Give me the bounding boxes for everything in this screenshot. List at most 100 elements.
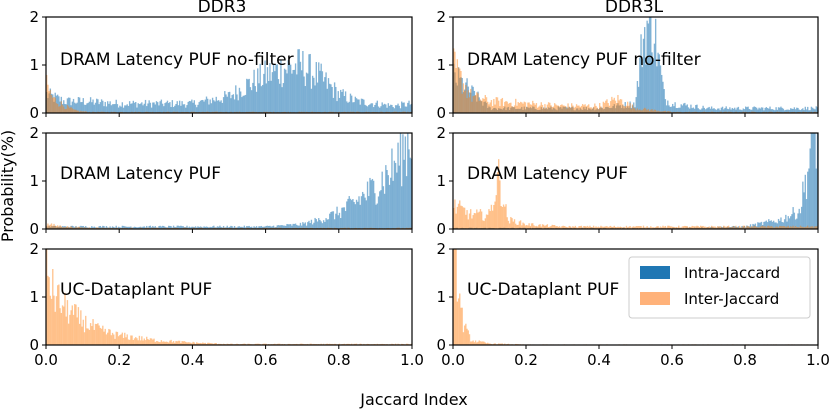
bar [97,227,99,229]
bar [555,109,557,113]
bar [599,103,601,113]
bar [171,100,174,113]
bar [290,64,292,113]
bar [126,226,128,229]
bar [172,227,175,229]
bar [128,339,131,345]
bar [46,225,48,229]
bar [650,109,652,113]
bar [502,105,505,113]
bar [652,110,654,113]
bar [188,342,191,345]
bar [242,227,244,229]
bar [460,77,462,113]
bar [144,99,147,113]
bar [581,227,584,229]
bar [787,111,789,113]
bar [121,225,124,229]
bar [131,227,133,229]
bar [479,341,482,345]
bar [607,103,609,113]
bar [81,326,83,345]
bar [296,224,298,229]
bar [86,227,88,229]
bar [94,102,97,113]
bar [271,72,274,113]
bar [65,104,67,113]
bar [338,343,341,345]
bar [809,226,811,229]
bar [558,226,561,229]
bar [310,219,313,229]
bar [89,227,92,229]
bar [331,86,333,113]
bar [459,77,461,113]
bar [338,97,341,113]
bar [689,227,691,229]
bar [47,84,49,113]
bar [664,225,667,229]
series-intra-jaccard [453,17,819,113]
bar [533,103,535,113]
bar [61,103,64,113]
bar [579,108,581,113]
bar [506,217,508,229]
bar [636,81,639,113]
bar [48,277,50,345]
bar [285,225,287,229]
bar [77,110,80,113]
bar [498,159,500,229]
bar [759,226,761,229]
bar [601,108,603,113]
bar [401,186,403,229]
bar [532,100,534,113]
bar [646,110,648,113]
bar [333,82,336,113]
bar [202,342,204,345]
bar [203,226,205,229]
bar [803,227,805,229]
bar [611,96,613,113]
bar [545,107,547,113]
bar [157,227,159,229]
bar [672,103,674,113]
bar [665,111,668,113]
bar [644,27,646,113]
bar [813,227,815,229]
bar [387,175,389,229]
bar [569,226,572,229]
bar [381,171,383,229]
bar [172,341,175,345]
bar [745,227,747,229]
bar [645,108,647,113]
bar [707,227,709,229]
bar [209,226,211,229]
bar [732,225,735,229]
bar [160,99,163,113]
bar [588,108,590,113]
bar [231,343,233,345]
bar [287,224,289,229]
bar [528,108,530,113]
bar [786,226,788,229]
bar [742,225,744,229]
bar [385,104,387,113]
bar [472,215,474,229]
bar [219,227,221,229]
bar [790,216,792,229]
bar [236,343,238,345]
bar [628,105,630,113]
bar [303,223,305,229]
bar [239,226,242,229]
bar [100,227,103,229]
bar [340,89,342,113]
bar [344,211,347,229]
bar [794,219,797,229]
bar [810,111,813,113]
bar [753,106,755,113]
bar [264,227,266,229]
bar [456,59,459,113]
bar [49,295,52,345]
bar [518,227,521,229]
